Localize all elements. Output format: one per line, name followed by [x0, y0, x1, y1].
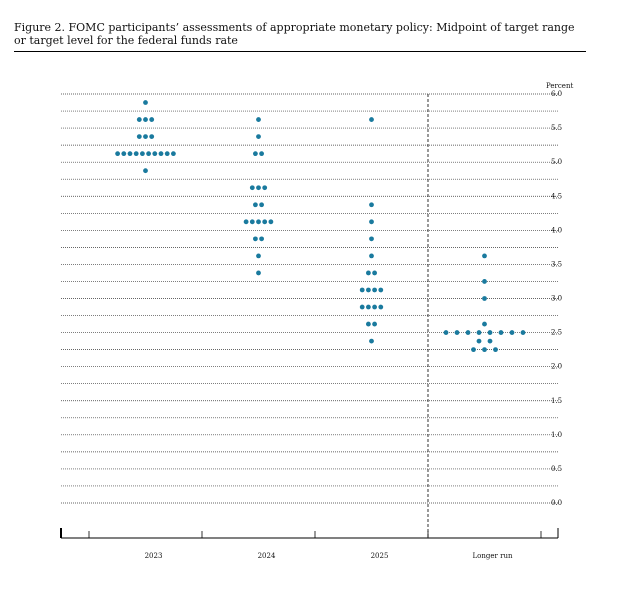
y-tick-label: 3.0: [551, 295, 562, 303]
dot: [482, 279, 487, 284]
dot: [136, 134, 142, 140]
dot: [253, 151, 258, 157]
y-tick-label: 1.5: [551, 397, 562, 405]
dot: [143, 117, 148, 122]
dot: [471, 347, 476, 353]
dot: [115, 151, 120, 157]
dot: [164, 151, 170, 157]
dot: [369, 219, 374, 225]
dot: [121, 151, 127, 157]
y-tick-label: 0.0: [551, 499, 562, 507]
dot: [256, 219, 261, 225]
x-tick-label: 2025: [371, 552, 389, 560]
dot: [476, 338, 482, 344]
dot: [143, 100, 148, 105]
dot: [443, 330, 449, 335]
dot: [454, 330, 460, 335]
dot: [143, 168, 148, 174]
y-tick-label: 3.5: [551, 260, 562, 268]
dot: [487, 338, 493, 344]
y-tick-label: 1.0: [551, 431, 562, 439]
dot: [378, 304, 384, 310]
dot: [493, 347, 498, 353]
dot: [256, 253, 261, 259]
dot: [136, 117, 142, 122]
dot: [249, 219, 255, 225]
dot: [366, 321, 371, 327]
dot: [372, 304, 377, 310]
dot: [369, 117, 374, 122]
dot: [482, 253, 487, 259]
dot: [509, 330, 515, 335]
dot: [259, 151, 264, 157]
x-tick-label: Longer run: [473, 552, 513, 560]
dot: [143, 134, 148, 140]
y-tick-label: 0.5: [551, 465, 562, 473]
dot: [498, 330, 504, 335]
dot: [369, 202, 374, 208]
dot: [487, 330, 493, 335]
y-tick-label: 2.0: [551, 363, 562, 371]
dot: [253, 236, 258, 242]
dot: [152, 151, 158, 157]
chart-title: Figure 2. FOMC participants’ assessments…: [14, 21, 586, 52]
dot: [369, 253, 374, 259]
dot: [482, 347, 487, 353]
dot: [268, 219, 274, 225]
dot: [482, 321, 487, 327]
dot: [359, 304, 365, 310]
dot: [127, 151, 133, 157]
x-tick-label: 2023: [145, 552, 163, 560]
y-tick-label: 2.5: [551, 329, 562, 337]
dot: [366, 304, 371, 310]
y-axis-label: Percent: [546, 82, 573, 90]
dot: [171, 151, 176, 157]
dot: [372, 287, 377, 293]
x-tick-label: 2024: [258, 552, 276, 560]
dot: [369, 236, 374, 242]
y-tick-label: 5.0: [551, 158, 562, 166]
dot: [133, 151, 139, 157]
dot: [359, 287, 365, 293]
dot: [369, 338, 374, 344]
dot: [149, 134, 155, 140]
dot: [243, 219, 249, 225]
dot: [158, 151, 164, 157]
dot: [256, 185, 261, 191]
dot: [259, 202, 264, 208]
dot: [262, 185, 268, 191]
dot: [372, 321, 377, 327]
dot: [520, 330, 526, 335]
y-tick-label: 4.0: [551, 226, 562, 234]
dot: [372, 270, 377, 276]
y-tick-label: 6.0: [551, 90, 562, 98]
dot: [366, 287, 371, 293]
dot: [256, 134, 261, 140]
dot: [262, 219, 268, 225]
dot: [465, 330, 471, 335]
y-tick-label: 4.5: [551, 192, 562, 200]
dot: [149, 117, 155, 122]
dot: [140, 151, 145, 157]
dot: [476, 330, 482, 335]
dot: [146, 151, 152, 157]
dot: [253, 202, 258, 208]
dot: [259, 236, 264, 242]
dot: [482, 296, 487, 301]
y-tick-label: 5.5: [551, 124, 562, 132]
dot: [249, 185, 255, 191]
dot: [256, 270, 261, 276]
dot: [256, 117, 261, 122]
dot: [366, 270, 371, 276]
dot: [378, 287, 384, 293]
